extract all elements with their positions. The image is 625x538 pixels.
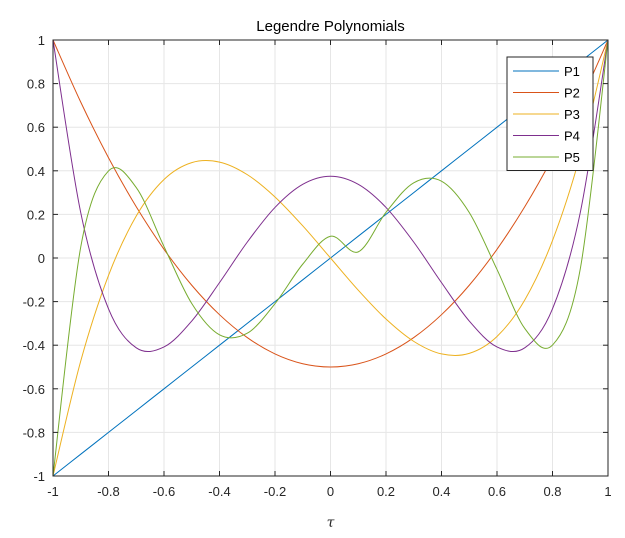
legend-label-p2: P2	[564, 86, 580, 101]
x-tick-label: -0.2	[264, 484, 286, 499]
y-tick-label: -0.8	[23, 425, 45, 440]
series-line-p3	[52, 39, 609, 477]
legend-label-p5: P5	[564, 150, 580, 165]
series-line-p5	[52, 39, 609, 477]
ticks: -1 -0.8 -0.6 -0.4 -0.2 0 0.2 0.4 0.6 0.8 1 -1 -0.8 -0…	[23, 33, 612, 499]
x-axis-label: τ	[327, 515, 335, 531]
y-tick-label: 0.6	[27, 120, 45, 135]
y-tick-label: 0	[38, 251, 45, 266]
x-tick-label: 0	[327, 484, 334, 499]
x-tick-label: 0.4	[432, 484, 450, 499]
x-tick-label: 0.6	[488, 484, 506, 499]
y-tick-label: -0.2	[23, 295, 45, 310]
legend-label-p3: P3	[564, 107, 580, 122]
y-tick-label: 0.2	[27, 207, 45, 222]
x-tick-label: -0.6	[153, 484, 175, 499]
series-line-p2	[52, 39, 609, 368]
x-tick-label: 1	[604, 484, 611, 499]
x-tick-label: 0.8	[543, 484, 561, 499]
y-tick-label: 1	[38, 33, 45, 48]
y-tick-label: -0.4	[23, 338, 45, 353]
legend-label-p1: P1	[564, 64, 580, 79]
series-line-p4	[52, 39, 609, 353]
x-tick-label: 0.2	[377, 484, 395, 499]
x-tick-label: -1	[47, 484, 59, 499]
chart-title: Legendre Polynomials	[256, 18, 404, 35]
x-tick-label: -0.8	[97, 484, 119, 499]
y-tick-label: -0.6	[23, 382, 45, 397]
y-tick-label: 0.4	[27, 164, 45, 179]
y-tick-label: -1	[33, 469, 45, 484]
x-tick-label: -0.4	[208, 484, 230, 499]
legend-label-p4: P4	[564, 129, 580, 144]
legend: P1 P2 P3 P4 P5	[506, 56, 594, 171]
y-tick-label: 0.8	[27, 77, 45, 92]
